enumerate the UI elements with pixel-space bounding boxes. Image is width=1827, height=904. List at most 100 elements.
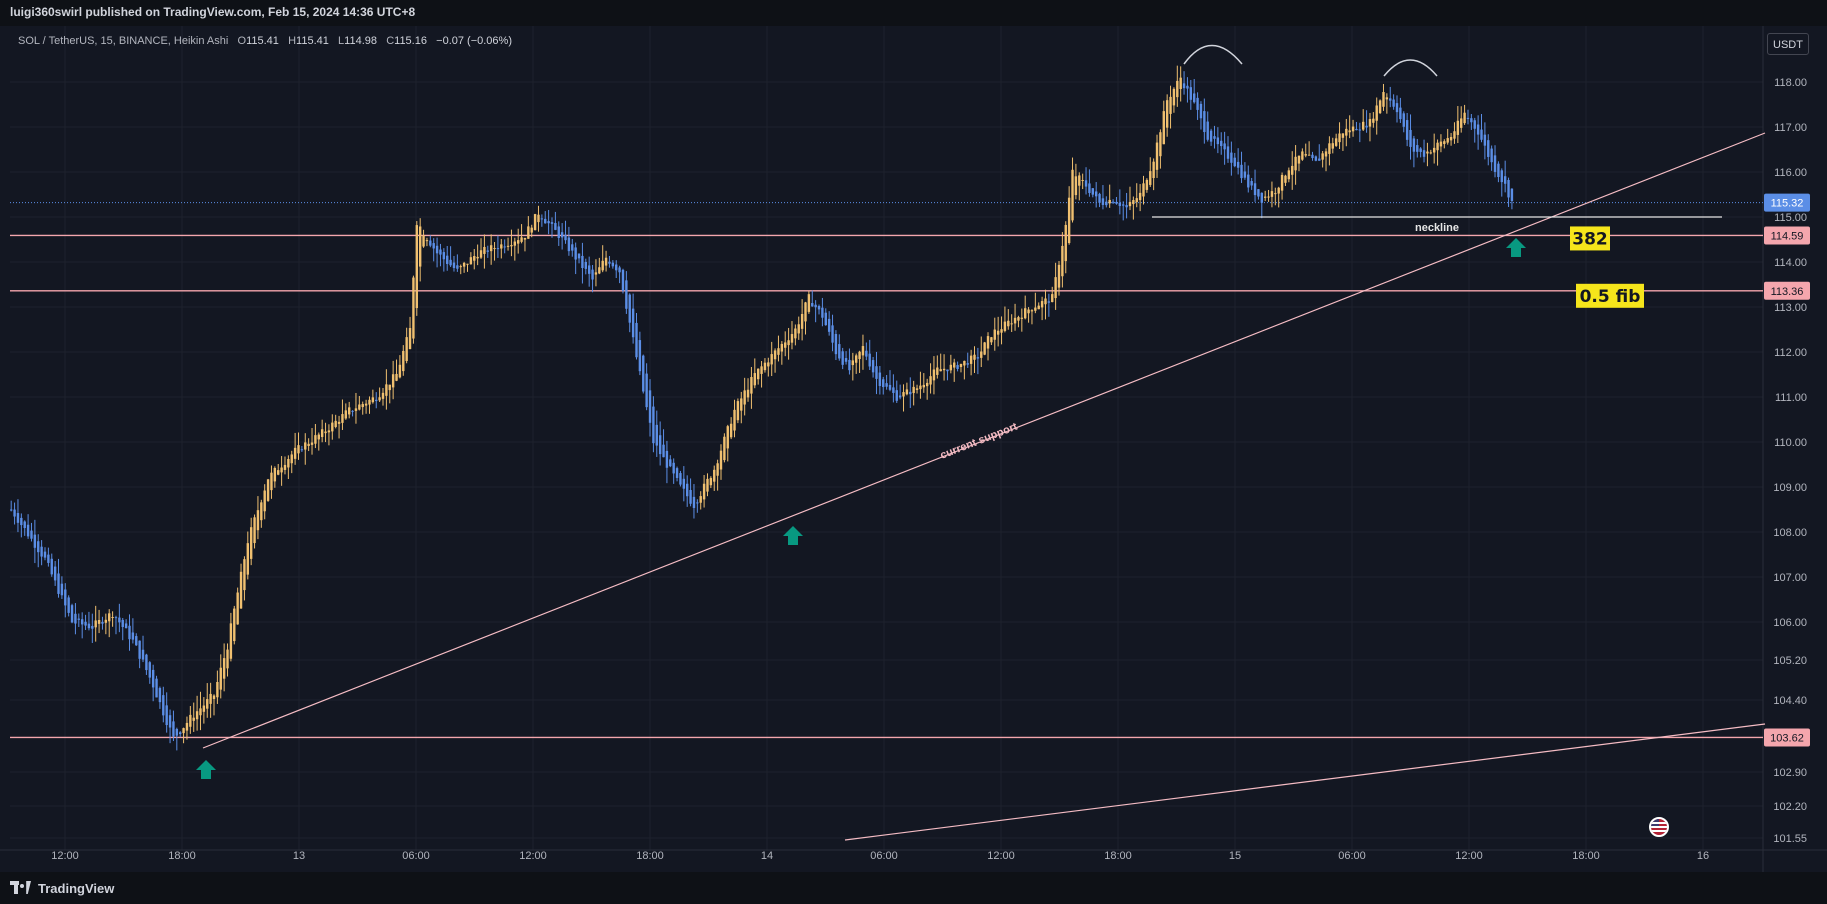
candle-body xyxy=(625,280,628,309)
candle-body xyxy=(740,398,743,411)
candle-body xyxy=(182,728,185,734)
y-tick-label: 110.00 xyxy=(1774,437,1807,449)
candle-body xyxy=(601,260,604,271)
candle-body xyxy=(469,257,473,265)
candle-body xyxy=(1294,156,1297,171)
candle-body xyxy=(767,362,770,367)
tradingview-logo[interactable]: TradingView xyxy=(10,881,114,896)
candle-body xyxy=(172,721,175,737)
candle-body xyxy=(16,513,20,523)
candle-body xyxy=(446,255,449,264)
candle-body xyxy=(905,389,909,395)
price-axis[interactable]: 118.00 117.00 116.00 115.00 114.00 113.00 112.… xyxy=(1764,77,1810,845)
candle-body xyxy=(537,214,540,223)
candle-body xyxy=(290,454,293,464)
candle-body xyxy=(1111,201,1115,203)
candle-body xyxy=(807,294,811,312)
candle-body xyxy=(969,355,973,364)
candle-body xyxy=(418,226,422,267)
candle-body xyxy=(212,695,216,699)
candle-body xyxy=(1301,151,1304,160)
x-tick-label: 16 xyxy=(1697,850,1709,862)
candle-body xyxy=(1051,294,1054,303)
candle-body xyxy=(567,237,571,252)
candle-body xyxy=(618,267,621,273)
candle-body xyxy=(966,363,969,365)
candle-body xyxy=(922,384,925,388)
candle-body xyxy=(30,530,33,539)
candle-body xyxy=(598,267,601,274)
candle-body xyxy=(946,369,949,372)
candle-body xyxy=(1331,143,1334,149)
candle-body xyxy=(520,237,523,242)
candle-body xyxy=(60,583,64,596)
x-tick-label: 12:00 xyxy=(51,850,79,862)
price-chart[interactable]: neckline current support 382 0.5 fib 118.00… xyxy=(0,26,1827,872)
x-tick-label: 14 xyxy=(761,850,773,862)
candle-body xyxy=(709,478,713,486)
candle-body xyxy=(1172,88,1176,106)
candle-body xyxy=(1247,174,1250,188)
candle-body xyxy=(577,253,581,259)
candle-body xyxy=(496,248,500,250)
candle-body xyxy=(1372,118,1375,123)
candle-body xyxy=(1510,188,1514,202)
tradingview-logo-icon xyxy=(10,881,32,895)
candle-body xyxy=(1233,157,1236,167)
time-axis[interactable]: 12:00 18:00 13 06:00 12:00 18:00 14 06:00 12:00 1… xyxy=(51,850,1709,862)
candle-body xyxy=(1223,143,1226,150)
candle-body xyxy=(77,618,80,620)
published-header: luigi360swirl published on TradingView.c… xyxy=(0,0,1827,26)
candle-body xyxy=(996,330,1000,335)
candle-body xyxy=(936,367,939,375)
candle-body xyxy=(716,463,719,476)
candle-body xyxy=(435,245,439,254)
candle-body xyxy=(270,472,273,491)
candle-body xyxy=(983,342,986,355)
candle-body xyxy=(1044,298,1047,305)
candle-body xyxy=(986,336,990,349)
candle-body xyxy=(1503,176,1507,184)
candle-body xyxy=(1067,197,1071,244)
candle-body xyxy=(1416,145,1419,152)
candle-body xyxy=(817,305,821,310)
candle-body xyxy=(476,256,479,259)
candle-body xyxy=(331,422,334,432)
price-tag-bg xyxy=(1764,193,1810,212)
candle-body xyxy=(814,304,817,308)
candle-body xyxy=(581,255,584,269)
candle-body xyxy=(888,384,892,390)
candle-body xyxy=(1267,196,1270,198)
candle-body xyxy=(615,264,618,271)
candle-body xyxy=(1115,201,1118,204)
candle-body xyxy=(1159,132,1162,157)
candle-body xyxy=(1314,156,1318,161)
candle-body xyxy=(135,636,138,646)
candle-body xyxy=(341,414,344,423)
candle-body xyxy=(388,384,391,391)
candle-body xyxy=(405,337,408,362)
candle-body xyxy=(493,248,496,250)
candle-body xyxy=(746,389,750,398)
candle-body xyxy=(1405,120,1409,140)
candle-body xyxy=(429,240,432,246)
candle-body xyxy=(1291,165,1294,175)
candle-body xyxy=(733,409,736,431)
us-flag-icon[interactable] xyxy=(1649,817,1669,837)
candle-body xyxy=(219,667,222,690)
candle-body xyxy=(902,392,905,397)
candle-body xyxy=(1108,199,1111,204)
candle-body xyxy=(1426,151,1429,154)
y-tick-label: 109.00 xyxy=(1773,482,1807,494)
lower-trendline xyxy=(844,723,1766,841)
candle-body xyxy=(878,372,882,386)
candle-body xyxy=(706,478,709,492)
candle-body xyxy=(1064,224,1067,262)
currency-button[interactable]: USDT xyxy=(1767,33,1809,55)
candle-body xyxy=(280,467,283,473)
candle-body xyxy=(1348,130,1351,133)
candle-body xyxy=(1399,107,1402,120)
candle-body xyxy=(1280,174,1284,191)
candle-body xyxy=(662,444,665,458)
candle-body xyxy=(1507,180,1510,198)
